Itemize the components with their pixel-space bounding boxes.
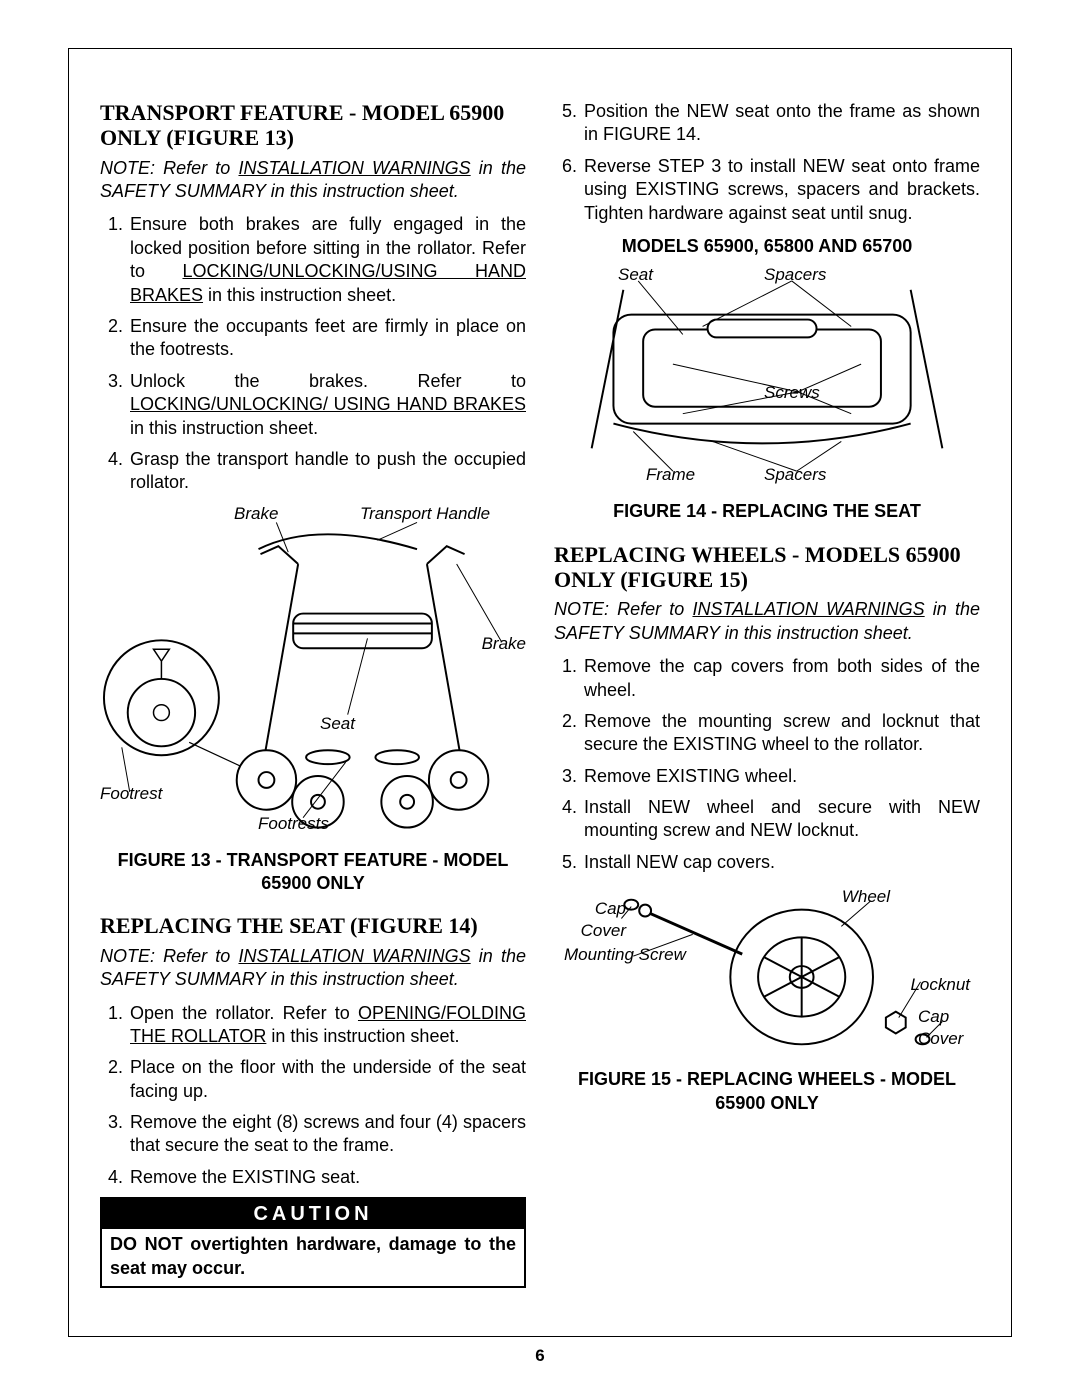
- figure-13: Brake Transport Handle Brake Seat Footre…: [100, 503, 526, 896]
- section-replaceseat-title: REPLACING THE SEAT (FIGURE 14): [100, 913, 526, 938]
- list-item: Remove EXISTING wheel.: [582, 765, 980, 788]
- list-item: Place on the floor with the underside of…: [128, 1056, 526, 1103]
- figure-13-caption: FIGURE 13 - TRANSPORT FEATURE - MODEL 65…: [100, 849, 526, 896]
- list-item: Ensure both brakes are fully engaged in …: [128, 213, 526, 307]
- section-transport-title: TRANSPORT FEATURE - MODEL 65900 ONLY (FI…: [100, 100, 526, 151]
- figure-15-caption: FIGURE 15 - REPLACING WHEELS - MODEL 659…: [554, 1068, 980, 1115]
- list-item: Remove the cap covers from both sides of…: [582, 655, 980, 702]
- list-item: Position the NEW seat onto the frame as …: [582, 100, 980, 147]
- list-item: Remove the eight (8) screws and four (4)…: [128, 1111, 526, 1158]
- caution-body: DO NOT overtighten hardware, damage to t…: [102, 1229, 524, 1286]
- section-transport-note: NOTE: Refer to INSTALLATION WARNINGS in …: [100, 157, 526, 204]
- caution-header: CAUTION: [102, 1199, 524, 1229]
- figure-15: Cap Cover Mounting Screw Wheel Locknut C…: [554, 882, 980, 1115]
- list-item: Open the rollator. Refer to OPENING/FOLD…: [128, 1002, 526, 1049]
- page-number: 6: [0, 1345, 1080, 1367]
- caution-box: CAUTION DO NOT overtighten hardware, dam…: [100, 1197, 526, 1288]
- section-wheels-note: NOTE: Refer to INSTALLATION WARNINGS in …: [554, 598, 980, 645]
- list-item: Remove the mounting screw and locknut th…: [582, 710, 980, 757]
- figure-14-caption: FIGURE 14 - REPLACING THE SEAT: [554, 500, 980, 523]
- transport-steps: Ensure both brakes are fully engaged in …: [100, 213, 526, 494]
- list-item: Grasp the transport handle to push the o…: [128, 448, 526, 495]
- replaceseat-steps: Open the rollator. Refer to OPENING/FOLD…: [100, 1002, 526, 1190]
- page-content: TRANSPORT FEATURE - MODEL 65900 ONLY (FI…: [100, 100, 980, 1337]
- figure-14: MODELS 65900, 65800 AND 65700 Seat Space…: [554, 235, 980, 524]
- figure-14-subhead: MODELS 65900, 65800 AND 65700: [554, 235, 980, 258]
- list-item: Reverse STEP 3 to install NEW seat onto …: [582, 155, 980, 225]
- list-item: Install NEW wheel and secure with NEW mo…: [582, 796, 980, 843]
- replaceseat-steps-cont: Position the NEW seat onto the frame as …: [554, 100, 980, 225]
- section-wheels-title: REPLACING WHEELS - MODELS 65900 ONLY (FI…: [554, 542, 980, 593]
- wheels-steps: Remove the cap covers from both sides of…: [554, 655, 980, 874]
- list-item: Ensure the occupants feet are firmly in …: [128, 315, 526, 362]
- list-item: Unlock the brakes. Refer to LOCKING/UNLO…: [128, 370, 526, 440]
- list-item: Remove the EXISTING seat.: [128, 1166, 526, 1189]
- list-item: Install NEW cap covers.: [582, 851, 980, 874]
- section-replaceseat-note: NOTE: Refer to INSTALLATION WARNINGS in …: [100, 945, 526, 992]
